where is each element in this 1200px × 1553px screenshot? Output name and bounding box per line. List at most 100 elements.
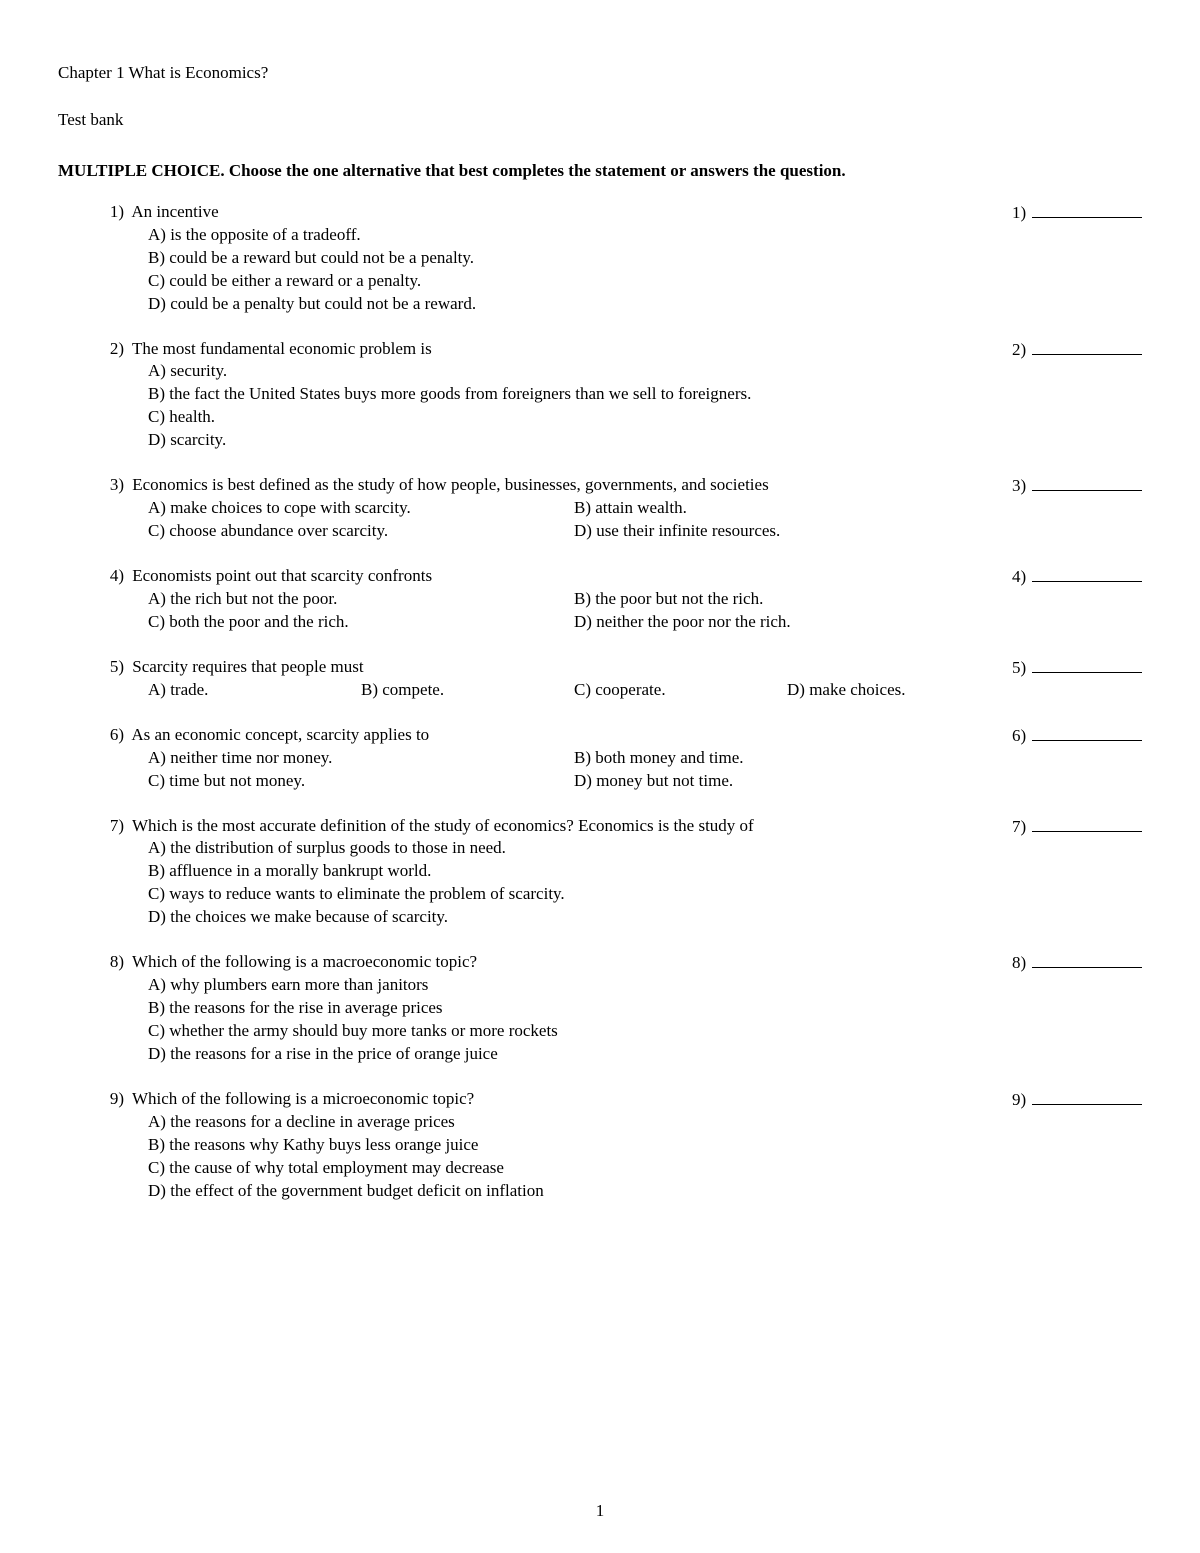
option: B) the reasons for the rise in average p… — [148, 997, 1000, 1020]
option: D) money but not time. — [574, 770, 1000, 793]
option: B) both money and time. — [574, 747, 1000, 770]
question: 1) An incentive A) is the opposite of a t… — [102, 201, 1142, 316]
answer-slot: 3) — [1012, 474, 1142, 498]
answer-blank[interactable] — [1032, 815, 1142, 832]
option: C) ways to reduce wants to eliminate the… — [148, 883, 1000, 906]
option: A) is the opposite of a tradeoff. — [148, 224, 1000, 247]
question-number: 8) — [102, 951, 124, 974]
answer-slot: 2) — [1012, 338, 1142, 362]
options: A) trade.B) compete.C) cooperate.D) make… — [102, 679, 1000, 702]
answer-number: 5) — [1012, 657, 1026, 680]
answer-number: 6) — [1012, 725, 1026, 748]
question: 3) Economics is best defined as the stud… — [102, 474, 1142, 543]
option: B) compete. — [361, 679, 574, 702]
question-stem: Scarcity requires that people must — [132, 657, 363, 676]
options: A) security.B) the fact the United State… — [102, 360, 1000, 452]
question: 7) Which is the most accurate definition… — [102, 815, 1142, 930]
options: A) make choices to cope with scarcity.B)… — [102, 497, 1000, 543]
question-stem: An incentive — [131, 202, 218, 221]
options: A) the distribution of surplus goods to … — [102, 837, 1000, 929]
questions-container: 1) An incentive A) is the opposite of a t… — [58, 201, 1142, 1203]
question-stem: As an economic concept, scarcity applies… — [131, 725, 429, 744]
option: D) the reasons for a rise in the price o… — [148, 1043, 1000, 1066]
options: A) the rich but not the poor.B) the poor… — [102, 588, 1000, 634]
question-stem: Which of the following is a microeconomi… — [132, 1089, 474, 1108]
option: D) neither the poor nor the rich. — [574, 611, 1000, 634]
option: A) trade. — [148, 679, 361, 702]
option: C) health. — [148, 406, 1000, 429]
option: C) choose abundance over scarcity. — [148, 520, 574, 543]
option: B) affluence in a morally bankrupt world… — [148, 860, 1000, 883]
option: C) both the poor and the rich. — [148, 611, 574, 634]
option: B) the reasons why Kathy buys less orang… — [148, 1134, 1000, 1157]
question-stem: The most fundamental economic problem is — [132, 339, 432, 358]
answer-blank[interactable] — [1032, 724, 1142, 741]
option: B) the poor but not the rich. — [574, 588, 1000, 611]
answer-slot: 4) — [1012, 565, 1142, 589]
options: A) neither time nor money.B) both money … — [102, 747, 1000, 793]
question-stem: Which is the most accurate definition of… — [132, 816, 754, 835]
answer-blank[interactable] — [1032, 565, 1142, 582]
answer-blank[interactable] — [1032, 951, 1142, 968]
question-number: 6) — [102, 724, 124, 747]
question: 6) As an economic concept, scarcity appl… — [102, 724, 1142, 793]
options: A) is the opposite of a tradeoff.B) coul… — [102, 224, 1000, 316]
question-number: 4) — [102, 565, 124, 588]
question: 4) Economists point out that scarcity co… — [102, 565, 1142, 634]
option: A) security. — [148, 360, 1000, 383]
answer-blank[interactable] — [1032, 201, 1142, 218]
question-stem: Economics is best defined as the study o… — [132, 475, 768, 494]
answer-slot: 1) — [1012, 201, 1142, 225]
answer-blank[interactable] — [1032, 474, 1142, 491]
answer-blank[interactable] — [1032, 338, 1142, 355]
option: A) the reasons for a decline in average … — [148, 1111, 1000, 1134]
option: D) make choices. — [787, 679, 1000, 702]
question-stem: Economists point out that scarcity confr… — [132, 566, 432, 585]
option: A) why plumbers earn more than janitors — [148, 974, 1000, 997]
option: A) the rich but not the poor. — [148, 588, 574, 611]
option: C) whether the army should buy more tank… — [148, 1020, 1000, 1043]
options: A) the reasons for a decline in average … — [102, 1111, 1000, 1203]
option: A) the distribution of surplus goods to … — [148, 837, 1000, 860]
question: 5) Scarcity requires that people must A) … — [102, 656, 1142, 702]
answer-slot: 7) — [1012, 815, 1142, 839]
question: 9) Which of the following is a microecon… — [102, 1088, 1142, 1203]
instructions: MULTIPLE CHOICE. Choose the one alternat… — [58, 160, 1142, 183]
answer-blank[interactable] — [1032, 656, 1142, 673]
option: C) the cause of why total employment may… — [148, 1157, 1000, 1180]
option: D) the effect of the government budget d… — [148, 1180, 1000, 1203]
question-number: 9) — [102, 1088, 124, 1111]
option: B) the fact the United States buys more … — [148, 383, 1000, 406]
chapter-title: Chapter 1 What is Economics? — [58, 62, 1142, 85]
answer-slot: 9) — [1012, 1088, 1142, 1112]
option: D) scarcity. — [148, 429, 1000, 452]
answer-slot: 5) — [1012, 656, 1142, 680]
option: D) the choices we make because of scarci… — [148, 906, 1000, 929]
option: A) make choices to cope with scarcity. — [148, 497, 574, 520]
option: B) could be a reward but could not be a … — [148, 247, 1000, 270]
option: C) could be either a reward or a penalty… — [148, 270, 1000, 293]
answer-number: 3) — [1012, 475, 1026, 498]
option: D) use their infinite resources. — [574, 520, 1000, 543]
answer-number: 2) — [1012, 339, 1026, 362]
option: D) could be a penalty but could not be a… — [148, 293, 1000, 316]
question-number: 2) — [102, 338, 124, 361]
answer-number: 8) — [1012, 952, 1026, 975]
option: A) neither time nor money. — [148, 747, 574, 770]
question-number: 3) — [102, 474, 124, 497]
option: C) time but not money. — [148, 770, 574, 793]
question-number: 7) — [102, 815, 124, 838]
answer-slot: 8) — [1012, 951, 1142, 975]
question-stem: Which of the following is a macroeconomi… — [132, 952, 477, 971]
page-number: 1 — [0, 1500, 1200, 1523]
options: A) why plumbers earn more than janitorsB… — [102, 974, 1000, 1066]
answer-number: 9) — [1012, 1089, 1026, 1112]
question: 2) The most fundamental economic problem… — [102, 338, 1142, 453]
subtitle: Test bank — [58, 109, 1142, 132]
answer-number: 7) — [1012, 816, 1026, 839]
option: B) attain wealth. — [574, 497, 1000, 520]
answer-blank[interactable] — [1032, 1088, 1142, 1105]
answer-slot: 6) — [1012, 724, 1142, 748]
answer-number: 1) — [1012, 202, 1026, 225]
option: C) cooperate. — [574, 679, 787, 702]
